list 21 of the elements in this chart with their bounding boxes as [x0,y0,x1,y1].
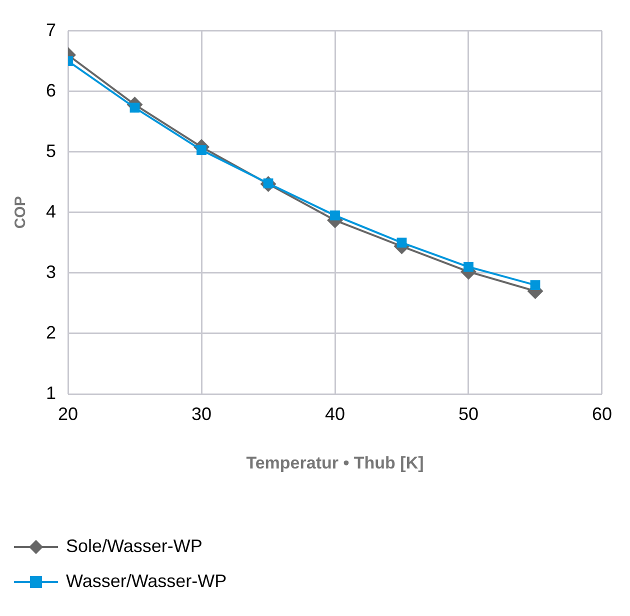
x-tick-label: 20 [58,404,78,424]
legend-label: Wasser/Wasser-WP [66,571,227,592]
y-tick-label: 3 [46,262,56,282]
x-axis-title: Temperatur • Thub [K] [246,453,424,472]
y-tick-label: 2 [46,322,56,342]
point [530,280,540,290]
point [396,238,407,248]
point [196,145,206,155]
y-tick-label: 1 [46,382,56,403]
x-tick-label: 40 [324,404,346,424]
y-axis-title: COP [12,196,30,229]
y-tick-label: 4 [46,201,56,222]
point [330,210,340,220]
x-tick-label: 30 [191,404,212,424]
y-tick-label: 5 [46,140,56,161]
point [464,262,474,272]
x-tick-label: 50 [458,404,479,424]
x-tick-label: 60 [592,404,612,424]
legend-label: Sole/Wasser-WP [66,536,202,557]
y-tick-label: 7 [46,20,56,40]
y-tick-label: 6 [46,80,56,100]
